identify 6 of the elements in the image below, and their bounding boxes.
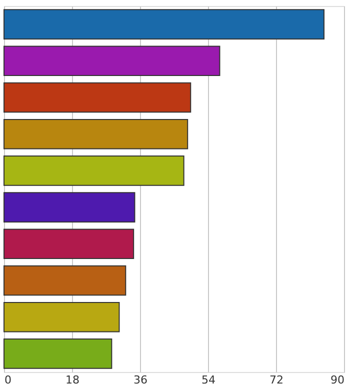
x-tick-label: 54 [202,374,216,386]
x-tick-label: 90 [330,374,344,386]
x-tick-label: 18 [66,374,80,386]
x-tick-label: 72 [270,374,284,386]
x-tick-label: 36 [134,374,148,386]
x-tick-label: 0 [4,374,12,386]
